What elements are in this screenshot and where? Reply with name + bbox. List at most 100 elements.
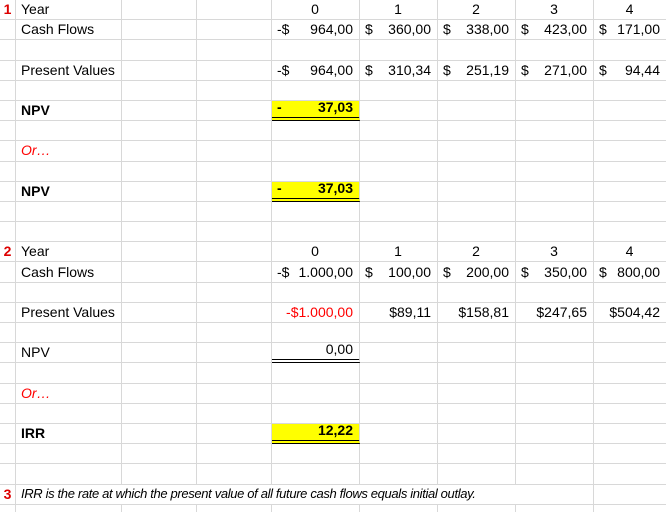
cell-D19[interactable] — [197, 363, 272, 384]
cell-I7[interactable] — [594, 121, 666, 142]
cell-B25[interactable]: IRR is the rate at which the present val… — [16, 484, 594, 505]
cell-A4[interactable] — [0, 60, 16, 81]
cell-B20[interactable]: Or… — [16, 383, 122, 404]
cell-E20[interactable] — [272, 383, 360, 404]
cell-C23[interactable] — [122, 444, 197, 465]
cell-A5[interactable] — [0, 80, 16, 101]
cell-B10[interactable]: NPV — [16, 181, 122, 202]
cell-D13[interactable] — [197, 242, 272, 263]
cell-A7[interactable] — [0, 121, 16, 142]
cell-G15[interactable] — [438, 282, 516, 303]
cell-B11[interactable] — [16, 201, 122, 223]
cell-G1[interactable]: 2 — [438, 0, 516, 21]
cell-C2[interactable] — [122, 20, 197, 41]
cell-G13[interactable]: 2 — [438, 242, 516, 263]
cell-D5[interactable] — [197, 80, 272, 101]
cell-B3[interactable] — [16, 40, 122, 61]
cell-D17[interactable] — [197, 323, 272, 344]
cell-F9[interactable] — [360, 161, 438, 182]
cell-I12[interactable] — [594, 222, 666, 243]
cell-E1[interactable]: 0 — [272, 0, 360, 21]
cell-D12[interactable] — [197, 222, 272, 243]
cell-G4[interactable]: $251,19 — [438, 60, 516, 81]
cell-C16[interactable] — [122, 302, 197, 323]
cell-I8[interactable] — [594, 141, 666, 162]
cell-B7[interactable] — [16, 121, 122, 142]
cell-I22[interactable] — [594, 424, 666, 445]
cell-F17[interactable] — [360, 323, 438, 344]
cell-D11[interactable] — [197, 201, 272, 223]
cell-D8[interactable] — [197, 141, 272, 162]
cell-G18[interactable] — [438, 343, 516, 364]
cell-C4[interactable] — [122, 60, 197, 81]
cell-H13[interactable]: 3 — [516, 242, 594, 263]
cell-C9[interactable] — [122, 161, 197, 182]
cell-H19[interactable] — [516, 363, 594, 384]
cell-B5[interactable] — [16, 80, 122, 101]
cell-D3[interactable] — [197, 40, 272, 61]
cell-E5[interactable] — [272, 80, 360, 101]
cell-H14[interactable]: $350,00 — [516, 262, 594, 283]
cell-C22[interactable] — [122, 423, 197, 445]
cell-E22[interactable]: 12,22 — [272, 422, 360, 445]
cell-D14[interactable] — [197, 262, 272, 283]
cell-D6[interactable] — [197, 100, 272, 122]
cell-C5[interactable] — [122, 80, 197, 101]
cell-I6[interactable] — [594, 101, 666, 122]
cell-C10[interactable] — [122, 181, 197, 202]
cell-A20[interactable] — [0, 383, 16, 404]
cell-D1[interactable] — [197, 0, 272, 21]
cell-E2[interactable]: -$ 964,00 — [272, 20, 360, 41]
cell-B16[interactable]: Present Values — [16, 302, 122, 323]
cell-E8[interactable] — [272, 141, 360, 162]
cell-G22[interactable] — [438, 423, 516, 445]
cell-H6[interactable] — [516, 100, 594, 122]
cell-E21[interactable] — [272, 403, 360, 424]
cell-C19[interactable] — [122, 363, 197, 384]
cell-F4[interactable]: $310,34 — [360, 60, 438, 81]
cell-I24[interactable] — [594, 464, 666, 485]
cell-G19[interactable] — [438, 363, 516, 384]
cell-G6[interactable] — [438, 100, 516, 122]
cell-C1[interactable] — [122, 0, 197, 21]
cell-F2[interactable]: $360,00 — [360, 20, 438, 41]
cell-B24[interactable] — [16, 464, 122, 485]
cell-B9[interactable] — [16, 161, 122, 182]
cell-D21[interactable] — [197, 403, 272, 424]
cell-B23[interactable] — [16, 444, 122, 465]
cell-C20[interactable] — [122, 383, 197, 404]
cell-H16[interactable]: $247,65 — [516, 302, 594, 323]
cell-B13[interactable]: Year — [16, 242, 122, 263]
cell-F11[interactable] — [360, 201, 438, 223]
cell-E3[interactable] — [272, 40, 360, 61]
cell-A13[interactable]: 2 — [0, 242, 16, 263]
cell-H1[interactable]: 3 — [516, 0, 594, 21]
cell-H24[interactable] — [516, 464, 594, 485]
cell-D23[interactable] — [197, 444, 272, 465]
cell-A10[interactable] — [0, 181, 16, 202]
cell-I20[interactable] — [594, 384, 666, 404]
cell-G9[interactable] — [438, 161, 516, 182]
cell-F8[interactable] — [360, 141, 438, 162]
cell-B2[interactable]: Cash Flows — [16, 20, 122, 41]
cell-A18[interactable] — [0, 343, 16, 364]
cell-F7[interactable] — [360, 121, 438, 142]
cell-I25[interactable] — [594, 485, 666, 505]
cell-G3[interactable] — [438, 40, 516, 61]
cell-F5[interactable] — [360, 80, 438, 101]
cell-F3[interactable] — [360, 40, 438, 61]
cell-F24[interactable] — [360, 464, 438, 485]
cell-C11[interactable] — [122, 201, 197, 223]
cell-F20[interactable] — [360, 383, 438, 404]
cell-H23[interactable] — [516, 444, 594, 465]
cell-E18[interactable]: 0,00 — [272, 341, 360, 364]
cell-B17[interactable] — [16, 323, 122, 344]
cell-I17[interactable] — [594, 323, 666, 344]
cell-C13[interactable] — [122, 242, 197, 263]
cell-D4[interactable] — [197, 60, 272, 81]
cell-I9[interactable] — [594, 162, 666, 182]
cell-F14[interactable]: $100,00 — [360, 262, 438, 283]
cell-I16[interactable]: $504,42 — [594, 303, 666, 323]
cell-B4[interactable]: Present Values — [16, 60, 122, 81]
cell-C6[interactable] — [122, 100, 197, 122]
